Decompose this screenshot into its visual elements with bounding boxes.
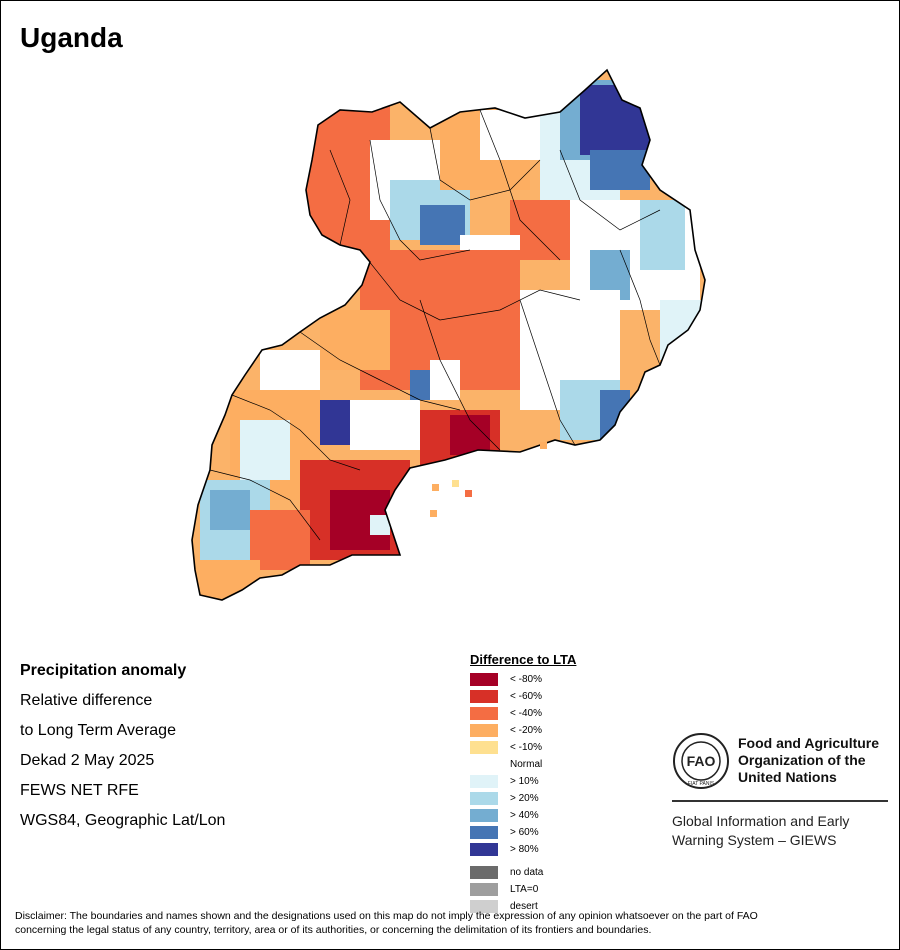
legend-swatch	[470, 826, 498, 839]
legend-label: no data	[510, 867, 544, 878]
legend-title: Difference to LTA	[470, 652, 577, 667]
giews-line1: Global Information and Early	[672, 813, 850, 829]
legend-swatch	[470, 707, 498, 720]
svg-text:FIAT PANIS: FIAT PANIS	[688, 781, 715, 787]
legend-item: > 40%	[470, 807, 576, 824]
info-line2: to Long Term Average	[20, 722, 176, 739]
legend-label: > 80%	[510, 844, 539, 855]
legend: Difference to LTA < -80% < -60% < -40% < -2…	[470, 652, 576, 915]
legend-label: < -40%	[510, 708, 542, 719]
lake-pixels	[430, 442, 547, 517]
legend-label: > 10%	[510, 776, 539, 787]
legend-item: Normal	[470, 756, 576, 773]
legend-item: > 10%	[470, 773, 576, 790]
legend-item: > 80%	[470, 841, 576, 858]
fao-logo-icon: FAO FIAT PANIS	[673, 733, 729, 789]
legend-swatch	[470, 690, 498, 703]
legend-item: LTA=0	[470, 881, 576, 898]
legend-classes: < -80% < -60% < -40% < -20% < -10% Normal > 10…	[470, 671, 576, 858]
legend-extra: no data LTA=0 desert	[470, 864, 576, 915]
fao-org-line2: Organization of the	[738, 752, 866, 768]
fao-org-line3: United Nations	[738, 769, 837, 785]
legend-swatch	[470, 900, 498, 913]
district-boundaries	[209, 109, 661, 541]
info-source: FEWS NET RFE	[20, 782, 139, 799]
legend-label: < -80%	[510, 674, 542, 685]
info-projection: WGS84, Geographic Lat/Lon	[20, 812, 226, 829]
map-info: Precipitation anomaly Relative differenc…	[20, 656, 225, 836]
legend-item: < -40%	[470, 705, 576, 722]
legend-label: LTA=0	[510, 884, 539, 895]
legend-item: < -60%	[470, 688, 576, 705]
legend-item: < -80%	[470, 671, 576, 688]
anomaly-raster	[192, 70, 705, 600]
legend-swatch	[470, 866, 498, 879]
disclaimer: Disclaimer: The boundaries and names sho…	[15, 909, 895, 937]
giews-name: Global Information and Early Warning Sys…	[672, 812, 849, 850]
legend-item: desert	[470, 898, 576, 915]
legend-label: < -20%	[510, 725, 542, 736]
legend-swatch	[470, 673, 498, 686]
fao-org-line1: Food and Agriculture	[738, 735, 880, 751]
disclaimer-line1: Disclaimer: The boundaries and names sho…	[15, 910, 758, 922]
map-title: Uganda	[20, 22, 123, 53]
fao-divider	[672, 800, 888, 802]
legend-swatch	[470, 741, 498, 754]
legend-item: < -10%	[470, 739, 576, 756]
legend-label: < -10%	[510, 742, 542, 753]
legend-label: > 20%	[510, 793, 539, 804]
legend-swatch	[470, 843, 498, 856]
fao-org-name: Food and Agriculture Organization of the…	[738, 735, 879, 786]
svg-text:FAO: FAO	[687, 753, 716, 769]
legend-item: > 60%	[470, 824, 576, 841]
legend-item: < -20%	[470, 722, 576, 739]
info-period: Dekad 2 May 2025	[20, 752, 155, 769]
legend-swatch	[470, 724, 498, 737]
legend-label: > 60%	[510, 827, 539, 838]
legend-label: < -60%	[510, 691, 542, 702]
legend-label: Normal	[510, 759, 543, 770]
info-line1: Relative difference	[20, 692, 153, 709]
legend-swatch	[470, 809, 498, 822]
legend-label: > 40%	[510, 810, 539, 821]
legend-label: desert	[510, 901, 538, 912]
giews-line2: Warning System – GIEWS	[672, 832, 837, 848]
legend-swatch	[470, 775, 498, 788]
legend-item: > 20%	[470, 790, 576, 807]
disclaimer-line2: concerning the legal status of any count…	[15, 924, 652, 936]
legend-swatch	[470, 883, 498, 896]
legend-swatch	[470, 758, 498, 771]
legend-swatch	[470, 792, 498, 805]
info-heading: Precipitation anomaly	[20, 662, 187, 679]
precipitation-anomaly-map	[191, 69, 706, 601]
legend-item: no data	[470, 864, 576, 881]
